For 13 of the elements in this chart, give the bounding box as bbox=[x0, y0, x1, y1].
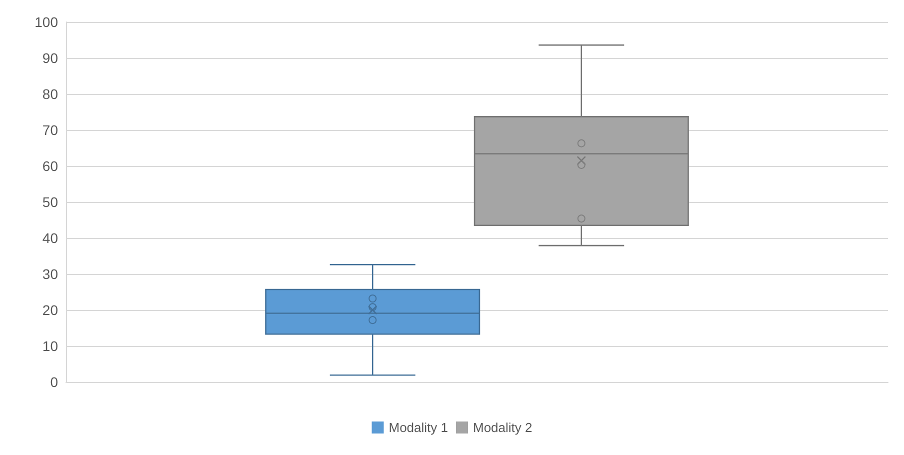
y-tick-label: 30 bbox=[42, 266, 58, 282]
y-tick-label: 80 bbox=[42, 86, 58, 102]
y-tick-label: 50 bbox=[42, 194, 58, 210]
legend-label: Modality 2 bbox=[473, 420, 532, 435]
legend-label: Modality 1 bbox=[388, 420, 448, 435]
y-tick-label: 100 bbox=[34, 14, 58, 30]
y-tick-label: 90 bbox=[42, 50, 58, 66]
y-tick-label: 20 bbox=[42, 302, 58, 318]
y-tick-label: 40 bbox=[42, 230, 58, 246]
y-tick-label: 0 bbox=[50, 374, 58, 390]
y-tick-label: 60 bbox=[42, 158, 58, 174]
y-tick-label: 70 bbox=[42, 122, 58, 138]
y-tick-label: 10 bbox=[42, 338, 58, 354]
